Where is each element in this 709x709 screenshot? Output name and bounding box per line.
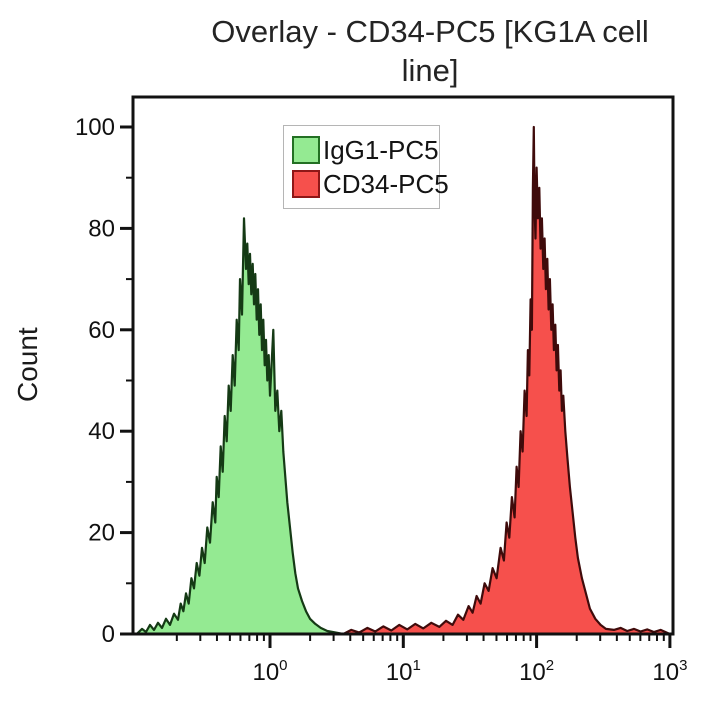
x-tick-label-10e0: 100 xyxy=(252,657,287,686)
chart-title-line1: Overlay - CD34-PC5 [KG1A cell xyxy=(211,14,649,49)
legend-item-cd34-pc5: CD34-PC5 xyxy=(292,167,449,201)
y-tick-label-100: 100 xyxy=(75,114,115,141)
legend-item-igg1-pc5: IgG1-PC5 xyxy=(292,133,439,167)
y-tick-label-60: 60 xyxy=(88,317,115,344)
chart-title: Overlay - CD34-PC5 [KG1A cell line] xyxy=(140,12,709,90)
x-tick-label-10e3: 103 xyxy=(652,657,687,686)
legend: IgG1-PC5 CD34-PC5 xyxy=(283,125,449,209)
chart-title-line2: line] xyxy=(401,53,459,88)
x-tick-label-10e2: 102 xyxy=(519,657,554,686)
histogram-curve-igg1-pc5 xyxy=(135,217,345,636)
y-tick-label-20: 20 xyxy=(88,520,115,547)
legend-swatch-cd34-pc5 xyxy=(292,170,320,198)
y-tick-label-40: 40 xyxy=(88,418,115,445)
y-tick-label-80: 80 xyxy=(88,215,115,242)
legend-label-cd34-pc5: CD34-PC5 xyxy=(323,168,449,199)
legend-label-igg1-pc5: IgG1-PC5 xyxy=(323,134,439,165)
y-tick-label-0: 0 xyxy=(102,621,115,648)
histogram-curve-cd34-pc5 xyxy=(342,125,671,636)
x-tick-label-10e1: 101 xyxy=(386,657,421,686)
legend-swatch-igg1-pc5 xyxy=(292,136,320,164)
